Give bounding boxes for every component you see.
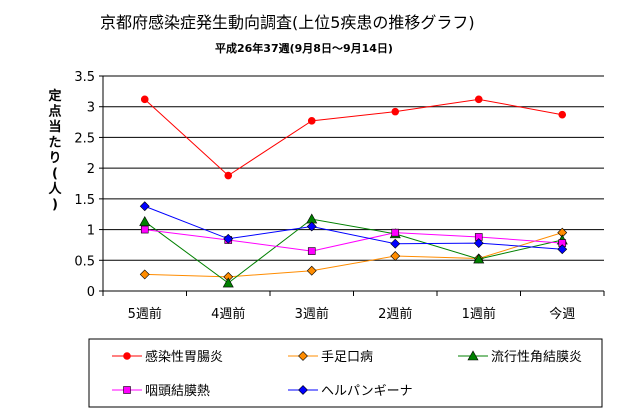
legend-marker (298, 351, 308, 361)
legend-marker (123, 352, 131, 360)
series-line (144, 232, 563, 278)
data-point (558, 110, 567, 119)
legend-label: 手足口病 (321, 350, 373, 365)
x-tick-label: 3週前 (295, 306, 329, 322)
series-line (144, 205, 563, 250)
legend-label: 流行性角結膜炎 (491, 350, 582, 365)
legend-box (88, 338, 603, 408)
series-line (144, 98, 563, 177)
x-tick-label: 今週 (549, 306, 575, 322)
data-point (474, 95, 483, 104)
legend-item: 流行性角結膜炎 (458, 350, 582, 365)
chart-title: 京都府感染症発生動向調査(上位5疾患の推移グラフ) (100, 13, 475, 32)
data-point (139, 269, 150, 280)
legend-item: 手足口病 (288, 350, 373, 365)
data-point (390, 238, 401, 249)
data-point (306, 265, 317, 276)
series-4 (140, 225, 567, 255)
data-point (223, 233, 234, 244)
legend-label: 咽頭結膜熱 (145, 384, 210, 399)
legend-item: 咽頭結膜熱 (112, 384, 210, 399)
data-point (307, 117, 316, 125)
data-point (390, 251, 401, 261)
series-2 (139, 227, 568, 282)
series-line (144, 218, 563, 284)
chart-subtitle: 平成26年37週(9月8日～9月14日) (215, 41, 393, 55)
y-tick-label: 1 (87, 224, 95, 239)
data-point (391, 228, 400, 237)
y-axis-label: 定点当たり(人) (47, 88, 62, 213)
series-line (144, 229, 563, 252)
y-tick-label: 2 (87, 162, 95, 177)
data-point (557, 244, 568, 255)
legend-marker (467, 350, 479, 361)
x-tick-label: 4週前 (211, 306, 245, 322)
series-layer (139, 95, 568, 288)
legend-item: 感染性胃腸炎 (112, 349, 223, 365)
data-point (307, 247, 316, 255)
data-point (140, 225, 149, 234)
legend-label: 感染性胃腸炎 (145, 349, 223, 365)
data-point (391, 107, 400, 116)
y-tick-label: 1.5 (74, 193, 95, 208)
data-point (473, 253, 485, 264)
y-tick-label: 0.5 (74, 254, 95, 269)
series-5 (139, 201, 568, 255)
x-tick-label: 2週前 (378, 306, 412, 322)
x-axis-ticks: 5週前 4週前 3週前 2週前 1週前 今週 (102, 291, 605, 322)
y-tick-label: 0 (87, 285, 95, 300)
y-tick-label: 3.5 (74, 70, 95, 85)
legend-marker (298, 385, 308, 395)
x-tick-label: 5週前 (128, 306, 162, 322)
series-1 (140, 95, 567, 180)
data-point (222, 277, 234, 288)
data-point (139, 201, 150, 212)
data-point (139, 215, 151, 226)
data-point (306, 221, 317, 232)
legend-item: ヘルパンギーナ (288, 384, 413, 399)
y-axis-ticks: 0 0.5 1 1.5 2 2.5 3 3.5 (74, 70, 103, 300)
y-tick-label: 3 (87, 101, 95, 116)
y-tick-label: 2.5 (74, 131, 95, 146)
data-point (140, 95, 149, 104)
y-axis-title: 定点当たり(人) (47, 88, 62, 213)
data-point (224, 171, 233, 180)
data-point (473, 238, 484, 249)
x-tick-label: 1週前 (462, 306, 496, 322)
legend-marker (123, 386, 131, 394)
legend-label: ヘルパンギーナ (321, 384, 413, 399)
